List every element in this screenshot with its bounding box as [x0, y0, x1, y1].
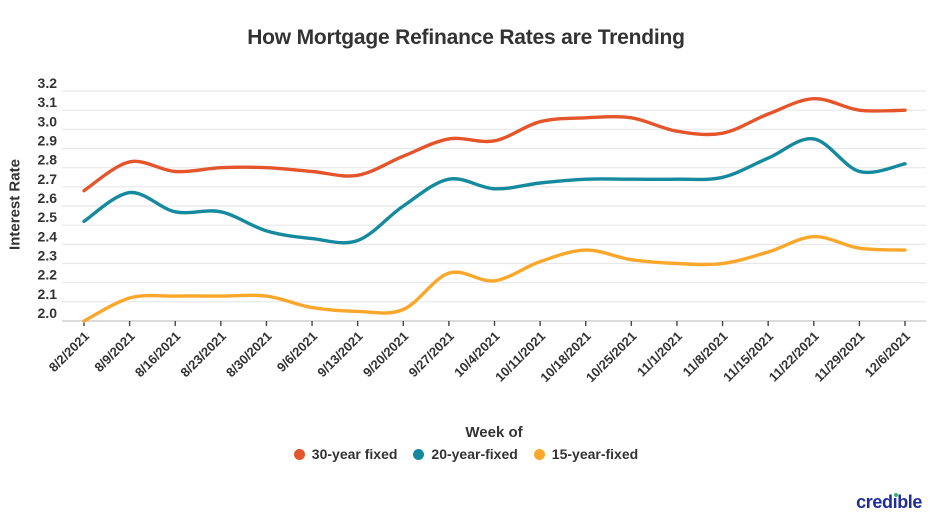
x-tick-label: 11/1/2021 — [634, 329, 685, 380]
y-tick-label: 3.0 — [38, 113, 58, 129]
y-tick-label: 2.4 — [38, 228, 58, 244]
series-line-20-year-fixed — [82, 137, 907, 245]
y-tick-label: 2.6 — [38, 190, 58, 206]
y-tick-label: 2.5 — [38, 209, 58, 225]
chart-title: How Mortgage Refinance Rates are Trendin… — [247, 26, 685, 49]
x-tick-label: 9/20/2021 — [360, 329, 412, 381]
x-tick-label: 9/6/2021 — [274, 329, 320, 375]
legend-dot — [533, 448, 545, 460]
x-tick-label: 11/29/2021 — [811, 329, 867, 385]
credible-logo: credıble — [856, 492, 922, 513]
legend-item-20-year-fixed: 20-year-fixed — [413, 446, 518, 462]
y-tick-label: 2.2 — [38, 267, 58, 283]
legend-label: 30-year fixed — [311, 446, 398, 462]
legend-label: 20-year-fixed — [431, 446, 518, 462]
legend-dot — [413, 448, 425, 460]
x-tick-label: 9/13/2021 — [314, 329, 366, 381]
y-tick-label: 2.0 — [38, 305, 58, 321]
x-tick-label: 8/9/2021 — [91, 329, 137, 375]
y-tick-label: 2.7 — [38, 171, 58, 187]
x-tick-label: 8/2/2021 — [46, 329, 92, 375]
series-line-15-year-fixed — [82, 234, 907, 323]
legend-dot — [293, 448, 305, 460]
series-line-30-year-fixed — [82, 96, 907, 193]
y-tick-label: 2.8 — [38, 152, 58, 168]
logo-letter-i: ı — [892, 492, 898, 512]
legend-item-15-year-fixed: 15-year-fixed — [533, 446, 639, 462]
x-axis-title: Week of — [465, 424, 523, 441]
x-tick-label: 8/16/2021 — [132, 329, 184, 381]
x-tick-label: 8/23/2021 — [177, 329, 229, 381]
y-tick-label: 2.1 — [38, 286, 58, 302]
x-tick-label: 9/27/2021 — [406, 329, 458, 381]
logo-text-start: cred — [856, 492, 893, 512]
legend-label: 15-year-fixed — [551, 446, 639, 462]
logo-text-end: ble — [897, 492, 922, 512]
chart-legend: 30-year fixed 20-year-fixed 15-year-fixed — [0, 446, 932, 462]
x-tick-label: 12/6/2021 — [862, 329, 914, 381]
legend-item-30-year-fixed: 30-year fixed — [293, 446, 398, 462]
y-tick-label: 3.1 — [38, 94, 58, 110]
y-tick-label: 2.9 — [38, 133, 58, 149]
x-tick-label: 8/30/2021 — [223, 329, 275, 381]
y-tick-label: 2.3 — [38, 248, 58, 264]
y-tick-label: 3.2 — [38, 75, 58, 91]
